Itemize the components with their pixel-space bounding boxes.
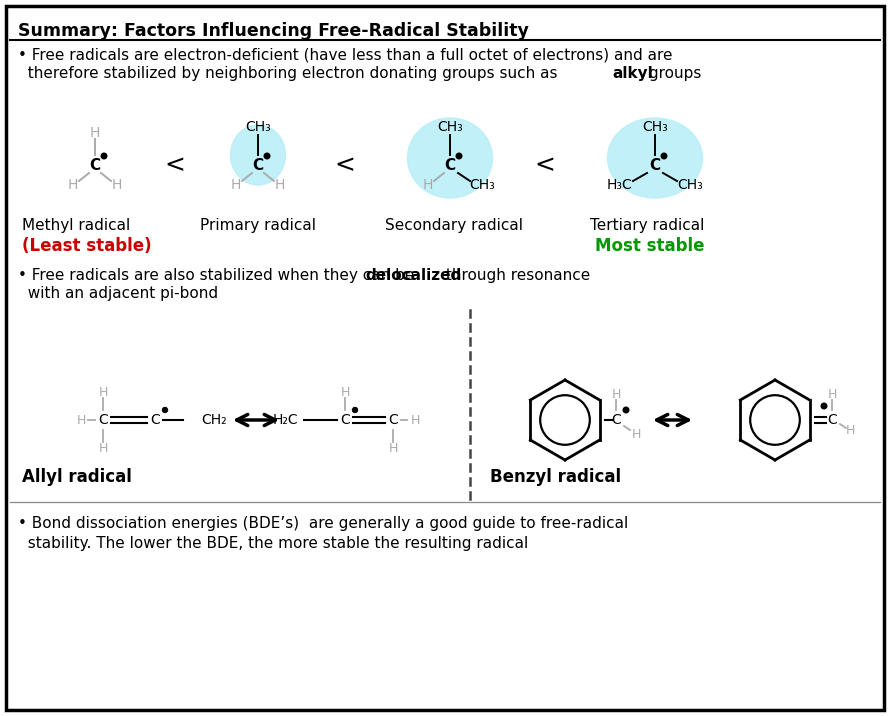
- Text: CH₃: CH₃: [245, 120, 271, 134]
- Text: with an adjacent pi-bond: with an adjacent pi-bond: [18, 286, 218, 301]
- Text: CH₃: CH₃: [677, 178, 703, 192]
- Text: H: H: [423, 178, 433, 192]
- Ellipse shape: [231, 125, 286, 185]
- Text: Primary radical: Primary radical: [200, 218, 316, 233]
- Text: Tertiary radical: Tertiary radical: [590, 218, 704, 233]
- Text: groups: groups: [644, 66, 701, 81]
- Text: Summary: Factors Influencing Free-Radical Stability: Summary: Factors Influencing Free-Radica…: [18, 22, 529, 40]
- Text: H: H: [340, 385, 350, 399]
- Text: C: C: [650, 158, 660, 173]
- Text: C: C: [444, 158, 456, 173]
- Text: CH₃: CH₃: [469, 178, 495, 192]
- Text: H: H: [112, 178, 122, 192]
- Text: H: H: [631, 427, 641, 440]
- Text: delocalized: delocalized: [365, 268, 461, 283]
- Text: CH₃: CH₃: [642, 120, 668, 134]
- Circle shape: [101, 153, 107, 159]
- Text: • Free radicals are electron-deficient (have less than a full octet of electrons: • Free radicals are electron-deficient (…: [18, 48, 673, 63]
- Text: <: <: [335, 153, 355, 177]
- Ellipse shape: [408, 118, 492, 198]
- Text: CH₂: CH₂: [201, 413, 227, 427]
- Text: stability. The lower the BDE, the more stable the resulting radical: stability. The lower the BDE, the more s…: [18, 536, 529, 551]
- Circle shape: [457, 153, 462, 159]
- Text: Secondary radical: Secondary radical: [385, 218, 523, 233]
- Text: (Least stable): (Least stable): [22, 237, 151, 255]
- Text: • Free radicals are also stabilized when they can be: • Free radicals are also stabilized when…: [18, 268, 419, 283]
- Text: H: H: [388, 442, 398, 455]
- Text: <: <: [165, 153, 185, 177]
- Text: H₂C: H₂C: [272, 413, 298, 427]
- Text: C: C: [150, 413, 160, 427]
- Text: H₃C: H₃C: [607, 178, 633, 192]
- Text: alkyl: alkyl: [612, 66, 652, 81]
- Text: <: <: [535, 153, 555, 177]
- Text: • Bond dissociation energies (BDE’s)  are generally a good guide to free-radical: • Bond dissociation energies (BDE’s) are…: [18, 516, 628, 531]
- Circle shape: [163, 407, 167, 412]
- Text: H: H: [68, 178, 78, 192]
- Text: H: H: [828, 387, 837, 400]
- Text: C: C: [340, 413, 350, 427]
- Text: H: H: [90, 126, 101, 140]
- Text: C: C: [89, 158, 101, 173]
- Text: C: C: [253, 158, 263, 173]
- Text: Most stable: Most stable: [595, 237, 705, 255]
- Text: H: H: [410, 414, 420, 427]
- Text: C: C: [388, 413, 398, 427]
- Ellipse shape: [608, 118, 702, 198]
- Text: H: H: [98, 442, 108, 455]
- Circle shape: [661, 153, 667, 159]
- Circle shape: [821, 403, 827, 409]
- Text: C: C: [98, 413, 108, 427]
- Text: Benzyl radical: Benzyl radical: [490, 468, 621, 486]
- Text: C: C: [611, 413, 621, 427]
- Text: therefore stabilized by neighboring electron donating groups such as: therefore stabilized by neighboring elec…: [18, 66, 562, 81]
- Circle shape: [623, 407, 629, 413]
- Text: H: H: [98, 385, 108, 399]
- Text: Methyl radical: Methyl radical: [22, 218, 130, 233]
- FancyBboxPatch shape: [6, 6, 884, 710]
- Text: C: C: [827, 413, 837, 427]
- Text: H: H: [77, 414, 85, 427]
- Text: Allyl radical: Allyl radical: [22, 468, 132, 486]
- Circle shape: [264, 153, 270, 159]
- Circle shape: [352, 407, 358, 412]
- Text: H: H: [275, 178, 285, 192]
- Text: H: H: [231, 178, 241, 192]
- Text: H: H: [846, 423, 854, 437]
- Text: through resonance: through resonance: [441, 268, 590, 283]
- Text: CH₃: CH₃: [437, 120, 463, 134]
- Text: H: H: [611, 387, 620, 400]
